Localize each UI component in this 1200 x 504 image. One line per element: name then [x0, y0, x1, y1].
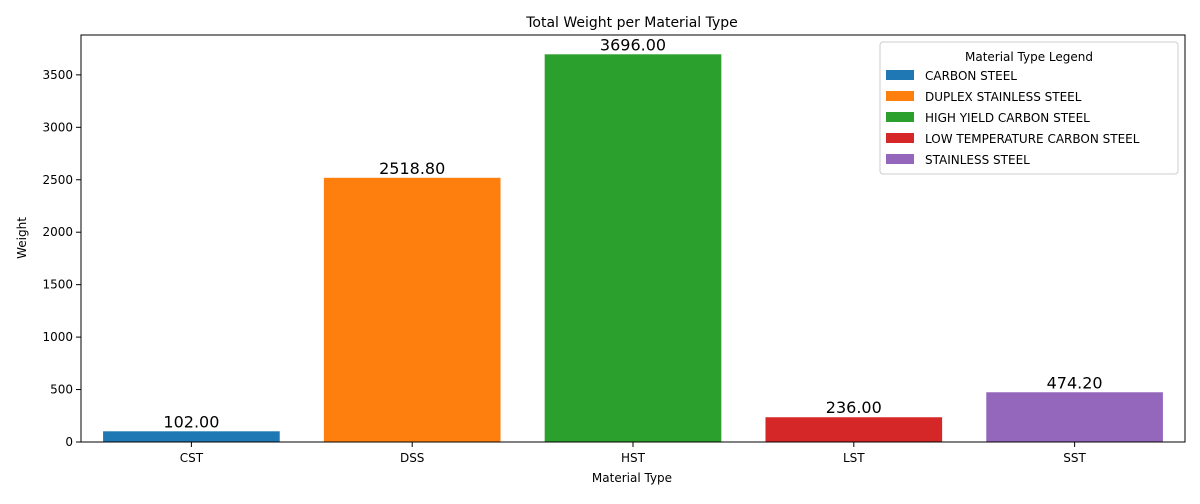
- bar-value-label: 236.00: [826, 398, 882, 417]
- y-axis-label: Weight: [15, 217, 29, 259]
- legend-label: DUPLEX STAINLESS STEEL: [925, 90, 1082, 104]
- chart-title: Total Weight per Material Type: [525, 15, 738, 31]
- x-tick-label: HST: [621, 451, 646, 465]
- y-tick-label: 1500: [42, 278, 73, 292]
- legend-label: CARBON STEEL: [925, 69, 1017, 83]
- bar-hst: [544, 54, 722, 443]
- bar-value-label: 2518.80: [379, 159, 445, 178]
- legend-swatch: [886, 70, 914, 80]
- y-tick-label: 3000: [42, 120, 73, 134]
- x-tick-label: CST: [180, 451, 204, 465]
- y-tick-label: 500: [50, 383, 73, 397]
- bar-value-label: 474.20: [1047, 373, 1103, 392]
- x-tick-label: DSS: [400, 451, 424, 465]
- legend-swatch: [886, 133, 914, 143]
- plot-area: 0 500 1000 1500 2000 2500 3000 3500 102.00 CST 251…: [42, 35, 1163, 465]
- plot-frame: [80, 34, 1186, 443]
- y-tick-label: 3500: [42, 68, 73, 82]
- bar-value-label: 3696.00: [600, 35, 666, 54]
- legend-title: Material Type Legend: [965, 50, 1093, 64]
- legend-swatch: [886, 91, 914, 101]
- y-tick-label: 2500: [42, 173, 73, 187]
- x-tick-label: SST: [1063, 451, 1086, 465]
- bar-lst: [765, 417, 943, 442]
- legend-frame: [879, 41, 1179, 175]
- y-tick-label: 0: [65, 435, 73, 449]
- bar-cst: [103, 431, 280, 442]
- y-tick-label: 1000: [42, 330, 73, 344]
- legend-label: LOW TEMPERATURE CARBON STEEL: [925, 132, 1140, 146]
- legend: Material Type Legend CARBON STEEL DUPLEX …: [879, 41, 1179, 175]
- legend-swatch: [886, 154, 914, 164]
- legend-items: CARBON STEEL DUPLEX STAINLESS STEEL HIGH Y…: [886, 69, 1140, 167]
- legend-label: HIGH YIELD CARBON STEEL: [925, 111, 1090, 125]
- bar-value-label: 102.00: [163, 412, 219, 431]
- y-tick-label: 2000: [42, 225, 73, 239]
- x-tick-label: LST: [843, 451, 865, 465]
- x-axis-label: Material Type: [592, 471, 672, 485]
- legend-swatch: [886, 112, 914, 122]
- bar-sst: [986, 392, 1163, 442]
- legend-label: STAINLESS STEEL: [925, 153, 1030, 167]
- bar-dss: [323, 177, 501, 442]
